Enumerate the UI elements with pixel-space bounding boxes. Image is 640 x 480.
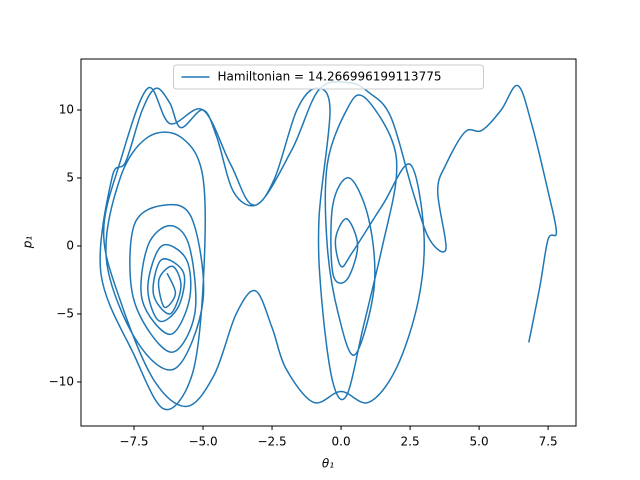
legend-box bbox=[173, 64, 484, 90]
x-tick-label: −2.5 bbox=[257, 435, 286, 449]
y-tick-label: −5 bbox=[56, 306, 74, 320]
series-line bbox=[99, 81, 558, 411]
x-tick-label: 2.5 bbox=[401, 435, 420, 449]
x-tick-label: 0.0 bbox=[332, 435, 351, 449]
x-tick-label: −5.0 bbox=[188, 435, 217, 449]
y-tick-label: 0 bbox=[66, 238, 74, 252]
x-axis-label: θ₁ bbox=[322, 457, 334, 471]
y-tick-label: 10 bbox=[59, 102, 74, 116]
x-tick-label: 5.0 bbox=[470, 435, 489, 449]
y-tick-label: 5 bbox=[66, 170, 74, 184]
legend-label: Hamiltonian = 14.266996199113775 bbox=[218, 70, 442, 84]
plot-frame bbox=[80, 58, 577, 427]
y-axis-label: p₁ bbox=[21, 236, 35, 250]
x-tick-label: 7.5 bbox=[539, 435, 558, 449]
y-tick-label: −10 bbox=[49, 374, 74, 388]
x-tick-label: −7.5 bbox=[119, 435, 148, 449]
